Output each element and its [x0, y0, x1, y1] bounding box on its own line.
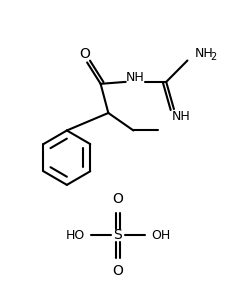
Text: NH: NH — [195, 47, 214, 60]
Text: NH: NH — [126, 71, 145, 84]
Text: OH: OH — [151, 229, 170, 242]
Text: 2: 2 — [211, 52, 217, 62]
Text: O: O — [113, 193, 123, 207]
Text: S: S — [114, 229, 122, 242]
Text: O: O — [113, 264, 123, 278]
Text: NH: NH — [171, 110, 190, 123]
Text: HO: HO — [66, 229, 85, 242]
Text: O: O — [79, 47, 90, 61]
